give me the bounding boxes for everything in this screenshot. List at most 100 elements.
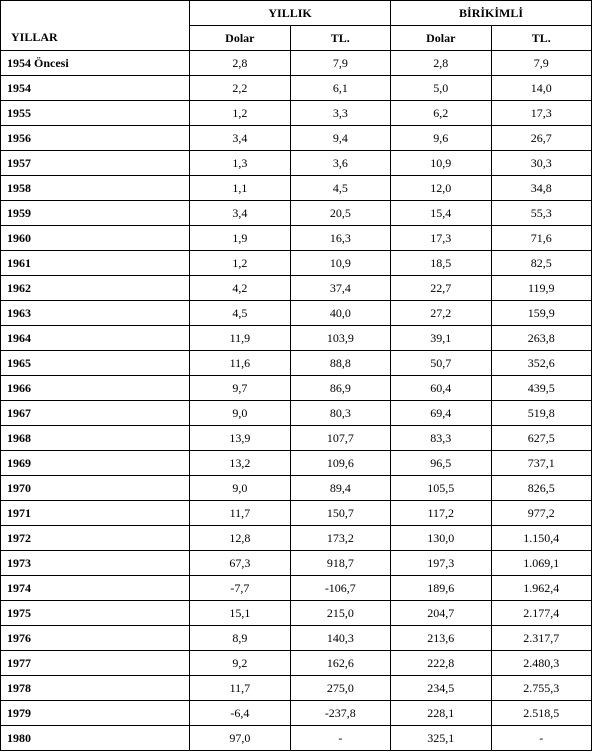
header-yillik-dolar: Dolar (190, 26, 290, 51)
data-table: YILLIK BİRİKİMLİ YILLAR Dolar TL. Dolar … (0, 0, 592, 751)
year-cell: 1959 (1, 201, 190, 226)
value-cell: 1.069,1 (491, 551, 591, 576)
value-cell: 3,4 (190, 126, 290, 151)
value-cell: 88,8 (290, 351, 390, 376)
value-cell: 2,8 (190, 51, 290, 76)
year-cell: 1956 (1, 126, 190, 151)
value-cell: 30,3 (491, 151, 591, 176)
value-cell: 67,3 (190, 551, 290, 576)
value-cell: 826,5 (491, 476, 591, 501)
table-row: 19593,420,515,455,3 (1, 201, 592, 226)
value-cell: 96,5 (391, 451, 491, 476)
table-row: 19679,080,369,4519,8 (1, 401, 592, 426)
value-cell: 10,9 (290, 251, 390, 276)
table-row: 197515,1215,0204,72.177,4 (1, 601, 592, 626)
value-cell: 162,6 (290, 651, 390, 676)
value-cell: 1,9 (190, 226, 290, 251)
table-row: 196511,688,850,7352,6 (1, 351, 592, 376)
value-cell: 1,3 (190, 151, 290, 176)
value-cell: 173,2 (290, 526, 390, 551)
value-cell: 16,3 (290, 226, 390, 251)
table-row: 19634,540,027,2159,9 (1, 301, 592, 326)
value-cell: 37,4 (290, 276, 390, 301)
value-cell: 6,2 (391, 101, 491, 126)
value-cell: 119,9 (491, 276, 591, 301)
value-cell: 189,6 (391, 576, 491, 601)
year-cell: 1964 (1, 326, 190, 351)
table-body: 1954 Öncesi2,87,92,87,919542,26,15,014,0… (1, 51, 592, 751)
value-cell: 15,1 (190, 601, 290, 626)
value-cell: 7,9 (290, 51, 390, 76)
value-cell: 55,3 (491, 201, 591, 226)
table-row: 19624,237,422,7119,9 (1, 276, 592, 301)
year-cell: 1958 (1, 176, 190, 201)
table-row: 196913,2109,696,5737,1 (1, 451, 592, 476)
value-cell: 519,8 (491, 401, 591, 426)
value-cell: 627,5 (491, 426, 591, 451)
value-cell: 140,3 (290, 626, 390, 651)
value-cell: -7,7 (190, 576, 290, 601)
value-cell: 86,9 (290, 376, 390, 401)
header-yillik-tl: TL. (290, 26, 390, 51)
value-cell: 204,7 (391, 601, 491, 626)
year-cell: 1972 (1, 526, 190, 551)
value-cell: 71,6 (491, 226, 591, 251)
value-cell: 40,0 (290, 301, 390, 326)
year-cell: 1970 (1, 476, 190, 501)
year-cell: 1957 (1, 151, 190, 176)
value-cell: 34,8 (491, 176, 591, 201)
table-row: 1954 Öncesi2,87,92,87,9 (1, 51, 592, 76)
value-cell: 27,2 (391, 301, 491, 326)
table-header: YILLIK BİRİKİMLİ YILLAR Dolar TL. Dolar … (1, 1, 592, 51)
value-cell: 275,0 (290, 676, 390, 701)
value-cell: 69,4 (391, 401, 491, 426)
value-cell: 234,5 (391, 676, 491, 701)
value-cell: - (491, 726, 591, 751)
value-cell: 20,5 (290, 201, 390, 226)
header-years: YILLAR (1, 26, 190, 51)
value-cell: 17,3 (391, 226, 491, 251)
value-cell: 39,1 (391, 326, 491, 351)
value-cell: 12,8 (190, 526, 290, 551)
value-cell: 5,0 (391, 76, 491, 101)
table-row: 196411,9103,939,1263,8 (1, 326, 592, 351)
value-cell: 103,9 (290, 326, 390, 351)
value-cell: 9,0 (190, 401, 290, 426)
header-blank (1, 1, 190, 26)
value-cell: -237,8 (290, 701, 390, 726)
value-cell: 11,9 (190, 326, 290, 351)
value-cell: 2.518,5 (491, 701, 591, 726)
value-cell: 1.962,4 (491, 576, 591, 601)
value-cell: 83,3 (391, 426, 491, 451)
value-cell: 12,0 (391, 176, 491, 201)
header-group-birikimli: BİRİKİMLİ (391, 1, 592, 26)
value-cell: 105,5 (391, 476, 491, 501)
table-row: 19611,210,918,582,5 (1, 251, 592, 276)
value-cell: 11,7 (190, 676, 290, 701)
value-cell: 3,3 (290, 101, 390, 126)
table-row: 198097,0-325,1- (1, 726, 592, 751)
value-cell: 3,6 (290, 151, 390, 176)
value-cell: 2.480,3 (491, 651, 591, 676)
year-cell: 1954 Öncesi (1, 51, 190, 76)
value-cell: -106,7 (290, 576, 390, 601)
value-cell: 9,4 (290, 126, 390, 151)
value-cell: 9,2 (190, 651, 290, 676)
year-cell: 1962 (1, 276, 190, 301)
value-cell: 80,3 (290, 401, 390, 426)
year-cell: 1954 (1, 76, 190, 101)
value-cell: 263,8 (491, 326, 591, 351)
value-cell: 50,7 (391, 351, 491, 376)
year-cell: 1978 (1, 676, 190, 701)
value-cell: 197,3 (391, 551, 491, 576)
table-row: 19563,49,49,626,7 (1, 126, 592, 151)
year-cell: 1979 (1, 701, 190, 726)
value-cell: 1.150,4 (491, 526, 591, 551)
value-cell: 13,9 (190, 426, 290, 451)
table-row: 1979-6,4-237,8228,12.518,5 (1, 701, 592, 726)
value-cell: 215,0 (290, 601, 390, 626)
value-cell: 97,0 (190, 726, 290, 751)
value-cell: 6,1 (290, 76, 390, 101)
value-cell: -6,4 (190, 701, 290, 726)
year-cell: 1965 (1, 351, 190, 376)
